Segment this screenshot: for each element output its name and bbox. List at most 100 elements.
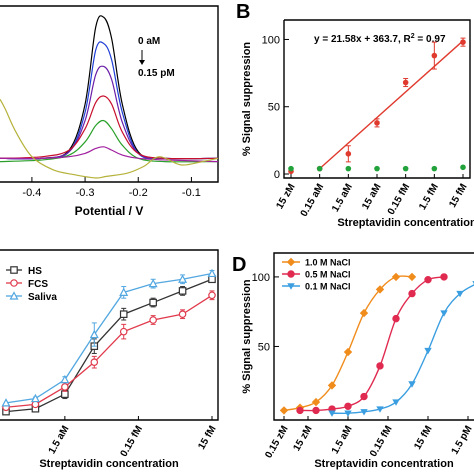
panel-d-y-tick-label: 50 [258, 341, 270, 353]
panel-b-x-tick-label: 15 zM [274, 182, 297, 211]
panel-b-point [316, 165, 323, 172]
panel-c-frame [0, 249, 219, 421]
panel-c-x-tick-label: 15 fM [196, 424, 218, 452]
panel-b-letter: B [236, 1, 250, 23]
panel-d-point [392, 314, 400, 323]
panel-c-point [178, 274, 188, 283]
panel-a-series-line [0, 65, 219, 160]
panel-b-point [402, 165, 409, 172]
panel-d-point [440, 273, 448, 281]
panel-d-point [376, 406, 384, 413]
panel-c-x-tick-label: 0.15 fM [119, 424, 145, 459]
panel-d-legend-marker [287, 283, 295, 290]
panel-b-x-tick-label: 15 aM [360, 182, 383, 212]
panel-c-x-tick-label: 1.5 aM [47, 424, 72, 456]
panel-d-y-axis-label: % Signal suppression [241, 279, 253, 394]
panel-b-x-tick-label: 0.15 fM [386, 182, 412, 217]
panel-b-point [402, 79, 409, 86]
panel-a-series-line [0, 15, 219, 160]
panel-c-x-axis-label: Streptavidin concentration [39, 458, 179, 470]
panel-c-point [119, 327, 128, 336]
panel-c-point [89, 329, 99, 339]
panel-c-point [207, 268, 217, 278]
panel-c-point [61, 390, 69, 398]
panel-d-point [392, 399, 400, 406]
panel-b-point [460, 39, 466, 45]
panel-d-point [327, 381, 337, 390]
panel-b-point [431, 52, 438, 59]
panel-a-series-line [0, 119, 219, 163]
panel-d-point [456, 290, 464, 298]
panel-a-x-tick-label: -0.1 [182, 187, 201, 199]
panel-d-point [424, 275, 432, 284]
panel-a-frame [0, 5, 219, 183]
panel-d-point [343, 347, 353, 357]
panel-d-point [360, 409, 368, 416]
panel-c-point [30, 393, 40, 403]
panel-c-legend-marker [10, 266, 18, 274]
panel-d-point [311, 397, 321, 407]
panel-d-point [359, 308, 369, 318]
panel-a-annotation-top: 0 aM [138, 36, 160, 47]
panel-b-equation: y = 21.58x + 363.7, R2 = 0.97 [314, 33, 446, 45]
panel-d-point [344, 402, 352, 410]
panel-c-legend-label: Saliva [28, 292, 57, 303]
panel-d-point [312, 406, 320, 415]
panel-d-legend-marker [286, 257, 296, 267]
panel-d-point [296, 406, 304, 415]
panel-d-x-tick-label: 0.15 zM [263, 424, 290, 460]
panel-c-legend-marker [10, 279, 18, 287]
panel-a-arrow-head [139, 60, 145, 65]
panel-a-annotation-bottom: 0.15 pM [138, 68, 175, 79]
panel-b-point [374, 165, 380, 172]
panel-d-x-tick-label: 15 zM [291, 424, 314, 453]
panel-b-frame [283, 19, 471, 179]
panel-d-y-tick-label: 100 [252, 272, 270, 284]
panel-b-point [431, 165, 438, 172]
panel-c-series-line [5, 278, 213, 413]
panel-d-series-curve [283, 275, 413, 412]
panel-b-point [460, 164, 466, 171]
panel-a-x-axis-label: Potential / V [75, 204, 144, 218]
panel-d-legend-label: 1.0 M NaCl [305, 258, 351, 268]
panel-b-x-tick-label: 0.15 aM [299, 182, 327, 219]
panel-b-y-tick-label: 100 [262, 34, 280, 46]
panel-c-point [208, 291, 216, 300]
panel-b-x-tick-label: 15 fM [447, 182, 469, 210]
panel-d-x-tick-label: 1.5 aM [330, 424, 355, 456]
panel-c-legend-label: HS [28, 266, 42, 277]
panel-a-x-tick-label: -0.2 [129, 187, 148, 199]
panel-d-x-tick-label: 1.5 pM [450, 424, 474, 456]
panel-d-point [328, 410, 336, 417]
panel-d-legend-marker [287, 270, 295, 278]
panel-a-x-tick-label: -0.3 [76, 187, 95, 199]
panel-c-point [149, 316, 157, 324]
panel-c-point [178, 310, 187, 318]
panel-d-x-tick-label: 0.15 fM [368, 424, 394, 459]
panel-b-x-tick-label: 1.5 aM [330, 182, 355, 214]
panel-a-series-line [0, 95, 219, 160]
panel-c-series-line [5, 294, 213, 408]
panel-b-y-tick-label: 0 [274, 169, 280, 181]
panel-d-series-curve [299, 276, 445, 412]
panel-d-x-axis-label: Streptavidin concentration [314, 458, 454, 470]
panel-a-series-line [0, 146, 219, 163]
panel-d-point [407, 272, 417, 282]
panel-a-series-line [0, 98, 219, 179]
panel-d-point [375, 285, 385, 294]
panel-b-point [345, 151, 352, 157]
panel-c-point [148, 278, 158, 288]
panel-b-point [288, 165, 294, 172]
panel-d-point [408, 381, 416, 388]
panel-c-point [60, 374, 70, 384]
panel-d-series-curve [331, 284, 474, 415]
panel-c-point [149, 298, 157, 307]
panel-c-point [90, 358, 99, 366]
panel-d-point [424, 347, 432, 355]
panel-b-fit-line [319, 40, 464, 170]
panel-c-series-line [5, 272, 213, 404]
panel-d-point [440, 310, 448, 317]
panel-d-point [344, 410, 352, 417]
panel-c-legend-marker [9, 291, 19, 300]
panel-c-point [61, 383, 69, 391]
